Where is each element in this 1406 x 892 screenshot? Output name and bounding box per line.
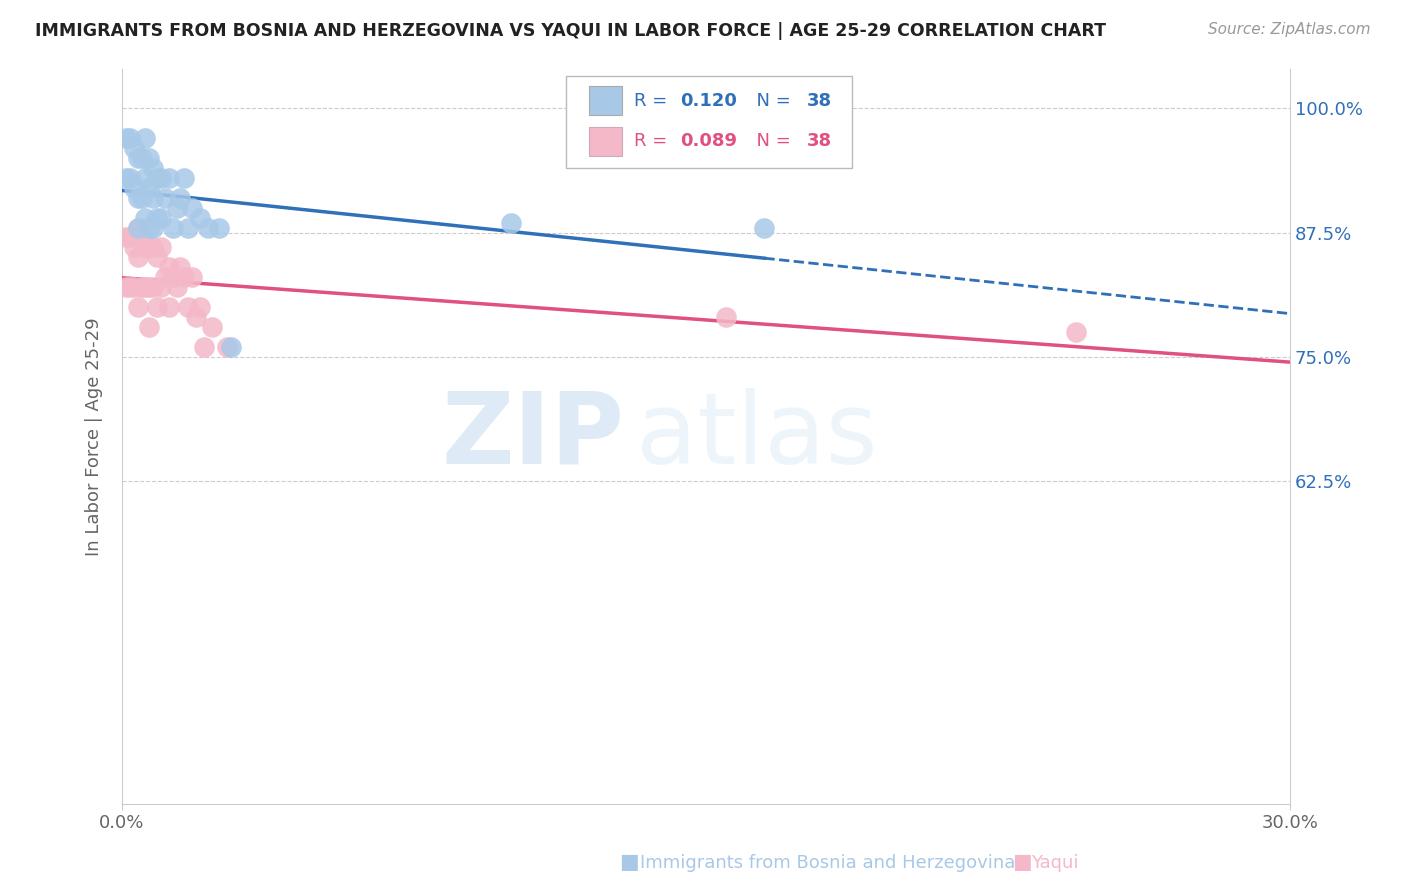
- Point: [127, 151, 149, 165]
- Point: [177, 220, 200, 235]
- Point: [142, 240, 165, 254]
- Point: [118, 131, 141, 145]
- Point: [181, 201, 204, 215]
- Point: [142, 220, 165, 235]
- Point: [127, 251, 149, 265]
- Point: [149, 170, 172, 185]
- Point: [118, 170, 141, 185]
- Point: [131, 191, 153, 205]
- Point: [127, 220, 149, 235]
- Point: [166, 201, 188, 215]
- Text: ■: ■: [1012, 853, 1032, 872]
- Point: [501, 216, 523, 230]
- Point: [122, 181, 145, 195]
- Point: [142, 161, 165, 175]
- Point: [188, 211, 211, 225]
- Point: [131, 230, 153, 244]
- Point: [173, 270, 195, 285]
- Point: [181, 270, 204, 285]
- Point: [127, 191, 149, 205]
- Point: [138, 240, 160, 254]
- Point: [127, 300, 149, 314]
- Point: [714, 310, 737, 324]
- Text: IMMIGRANTS FROM BOSNIA AND HERZEGOVINA VS YAQUI IN LABOR FORCE | AGE 25-29 CORRE: IMMIGRANTS FROM BOSNIA AND HERZEGOVINA V…: [35, 22, 1107, 40]
- Text: atlas: atlas: [636, 388, 877, 484]
- Point: [138, 320, 160, 334]
- Text: R =: R =: [634, 132, 672, 150]
- Point: [177, 300, 200, 314]
- Point: [166, 280, 188, 294]
- Text: N =: N =: [745, 132, 796, 150]
- Point: [184, 310, 207, 324]
- Text: Immigrants from Bosnia and Herzegovina: Immigrants from Bosnia and Herzegovina: [640, 855, 1015, 872]
- Point: [122, 280, 145, 294]
- Point: [146, 170, 169, 185]
- Point: [115, 170, 138, 185]
- Point: [142, 280, 165, 294]
- Text: Yaqui: Yaqui: [1031, 855, 1078, 872]
- Point: [162, 220, 184, 235]
- Point: [153, 270, 176, 285]
- FancyBboxPatch shape: [565, 76, 852, 168]
- Point: [118, 230, 141, 244]
- Point: [219, 340, 242, 354]
- Point: [157, 260, 180, 275]
- Text: R =: R =: [634, 92, 672, 110]
- Point: [127, 220, 149, 235]
- Point: [188, 300, 211, 314]
- Text: 38: 38: [807, 132, 831, 150]
- Point: [149, 280, 172, 294]
- FancyBboxPatch shape: [589, 86, 621, 115]
- Point: [115, 280, 138, 294]
- Point: [122, 141, 145, 155]
- Text: N =: N =: [745, 92, 796, 110]
- Point: [138, 280, 160, 294]
- Point: [208, 220, 231, 235]
- Point: [138, 151, 160, 165]
- Point: [157, 170, 180, 185]
- Point: [122, 240, 145, 254]
- Point: [146, 251, 169, 265]
- Point: [115, 230, 138, 244]
- Point: [173, 170, 195, 185]
- Point: [217, 340, 239, 354]
- Point: [134, 211, 156, 225]
- Point: [754, 220, 776, 235]
- Point: [149, 240, 172, 254]
- Point: [146, 300, 169, 314]
- Text: 38: 38: [807, 92, 831, 110]
- FancyBboxPatch shape: [589, 127, 621, 156]
- Text: ■: ■: [619, 853, 638, 872]
- Point: [134, 240, 156, 254]
- Point: [197, 220, 219, 235]
- Point: [169, 191, 191, 205]
- Point: [115, 131, 138, 145]
- Point: [169, 260, 191, 275]
- Point: [157, 300, 180, 314]
- Point: [153, 191, 176, 205]
- Point: [134, 131, 156, 145]
- Point: [1064, 325, 1087, 339]
- Text: ZIP: ZIP: [441, 388, 624, 484]
- Point: [193, 340, 215, 354]
- Point: [146, 211, 169, 225]
- Point: [138, 220, 160, 235]
- Point: [118, 280, 141, 294]
- Point: [131, 280, 153, 294]
- Point: [149, 211, 172, 225]
- Text: 0.120: 0.120: [681, 92, 737, 110]
- Point: [162, 270, 184, 285]
- Text: 0.089: 0.089: [681, 132, 737, 150]
- Point: [142, 191, 165, 205]
- Point: [138, 181, 160, 195]
- Y-axis label: In Labor Force | Age 25-29: In Labor Force | Age 25-29: [86, 317, 103, 556]
- Point: [134, 170, 156, 185]
- Point: [134, 280, 156, 294]
- Text: Source: ZipAtlas.com: Source: ZipAtlas.com: [1208, 22, 1371, 37]
- Point: [131, 151, 153, 165]
- Point: [200, 320, 222, 334]
